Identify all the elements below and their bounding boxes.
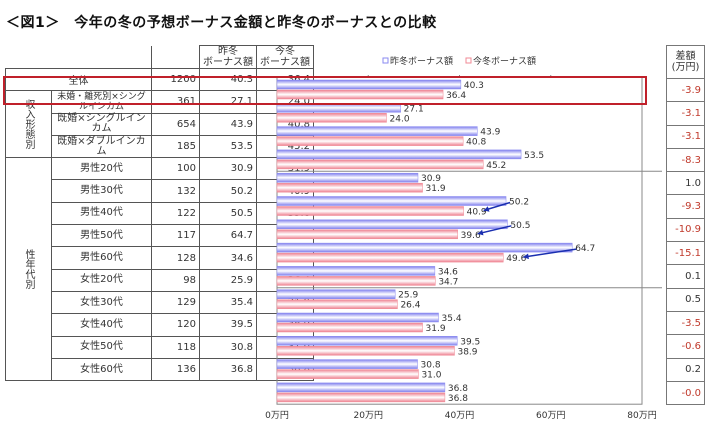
diff-value: -10.9 <box>666 217 705 243</box>
diff-value: 0.1 <box>666 264 705 289</box>
data-label-curr: 34.7 <box>438 277 458 287</box>
diff-value: -3.5 <box>666 310 705 336</box>
table-row: 全体 1200 40.3 36.4 <box>5 67 314 92</box>
diff-value: -15.1 <box>666 241 705 266</box>
x-tick-label: 80万円 <box>627 410 656 421</box>
bar-prev <box>276 172 419 183</box>
bar-prev <box>276 149 522 160</box>
x-tick-label: 0万円 <box>265 410 289 421</box>
data-label-prev: 39.5 <box>460 337 480 347</box>
diff-table: 差額 (万円) -3.9 -3.1 -3.1 -8.3 1.0 -9.3 -10.9 -15.… <box>666 45 705 406</box>
data-label-prev: 50.5 <box>510 221 530 231</box>
data-label-prev: 34.6 <box>438 267 458 277</box>
header-diff: 差額 (万円) <box>666 45 705 79</box>
legend-swatch <box>465 57 472 64</box>
bar-prev <box>276 242 573 253</box>
diff-value: 1.0 <box>666 171 705 196</box>
diff-value: 0.5 <box>666 287 705 312</box>
data-label-curr: 40.9 <box>467 208 487 218</box>
data-label-curr: 36.8 <box>448 394 468 404</box>
header-curr-bonus: 今冬 ボーナス額 <box>256 45 314 69</box>
data-label-prev: 53.5 <box>524 151 544 161</box>
data-label-prev: 30.9 <box>421 174 441 184</box>
bar-prev <box>276 289 396 299</box>
bar-curr <box>276 159 484 170</box>
group-income: 収入形態別 <box>5 90 52 159</box>
data-label-curr: 26.4 <box>400 301 420 311</box>
legend-swatch <box>382 57 389 64</box>
bar-prev <box>276 382 446 393</box>
bar-curr <box>276 182 423 193</box>
data-label-curr: 39.6 <box>461 231 481 241</box>
legend-label: 今冬ボーナス額 <box>473 55 536 67</box>
data-label-curr: 45.2 <box>486 161 506 171</box>
x-tick-label: 40万円 <box>445 410 474 421</box>
data-label-curr: 31.0 <box>421 371 441 381</box>
data-label-prev: 40.3 <box>464 81 484 91</box>
data-label-curr: 40.8 <box>466 138 486 148</box>
row-label: 既婚×シングルインカム <box>51 112 152 136</box>
bar-curr <box>276 229 458 240</box>
data-label-curr: 49.6 <box>506 254 526 264</box>
data-label-curr: 36.4 <box>446 91 466 101</box>
bar-prev <box>276 79 462 90</box>
arrow-line <box>523 248 577 258</box>
bar-prev <box>276 266 436 276</box>
diff-value: -9.3 <box>666 194 705 219</box>
data-label-prev: 30.8 <box>421 361 441 371</box>
data-label-prev: 27.1 <box>404 104 424 114</box>
bar-curr <box>276 136 464 146</box>
bar-curr <box>276 89 444 100</box>
highlight-box <box>3 76 647 105</box>
data-label-prev: 50.2 <box>509 198 529 208</box>
diff-value: -3.1 <box>666 124 705 149</box>
diff-value: -8.3 <box>666 147 705 173</box>
bar-curr <box>276 392 446 403</box>
data-label-curr: 31.9 <box>426 184 446 194</box>
bar-curr <box>276 346 455 356</box>
data-label-curr: 38.9 <box>457 347 477 357</box>
x-tick-label: 60万円 <box>536 410 565 421</box>
bar-prev <box>276 359 418 369</box>
data-label-prev: 36.8 <box>448 384 468 394</box>
chart-title: ＜図1＞ 今年の冬の予想ボーナス金額と昨冬のボーナスとの比較 <box>6 15 437 31</box>
bar-curr <box>276 369 419 379</box>
bar-prev <box>276 196 507 206</box>
data-label-prev: 25.9 <box>398 291 418 301</box>
bar-curr <box>276 113 387 123</box>
bar-curr <box>276 276 436 286</box>
bar-prev <box>276 219 508 230</box>
bar-prev <box>276 312 439 323</box>
data-label-curr: 31.9 <box>426 324 446 334</box>
x-tick-label: 20万円 <box>354 410 383 421</box>
data-label-prev: 43.9 <box>480 128 500 138</box>
bar-prev <box>276 336 458 346</box>
arrow-head <box>483 206 490 212</box>
arrow-head <box>477 229 484 236</box>
diff-value: -0.0 <box>666 380 705 406</box>
legend-label: 昨冬ボーナス額 <box>390 55 453 67</box>
arrow-head <box>523 253 529 260</box>
bar-curr <box>276 322 423 333</box>
data-label-curr: 24.0 <box>390 114 410 124</box>
table-row: 収入形態別 未婚・離死別×シングルインカム 361 27.1 24.0 <box>5 90 314 159</box>
bar-curr <box>276 252 504 263</box>
group-sexage: 性年代別 <box>5 157 52 382</box>
data-label-prev: 35.4 <box>442 314 462 324</box>
data-label-prev: 64.7 <box>575 244 595 254</box>
bar-curr <box>276 299 398 309</box>
arrow-line <box>477 225 512 235</box>
n-value: 136 <box>151 357 200 382</box>
bar-prev <box>276 126 478 136</box>
bar-curr <box>276 206 464 216</box>
